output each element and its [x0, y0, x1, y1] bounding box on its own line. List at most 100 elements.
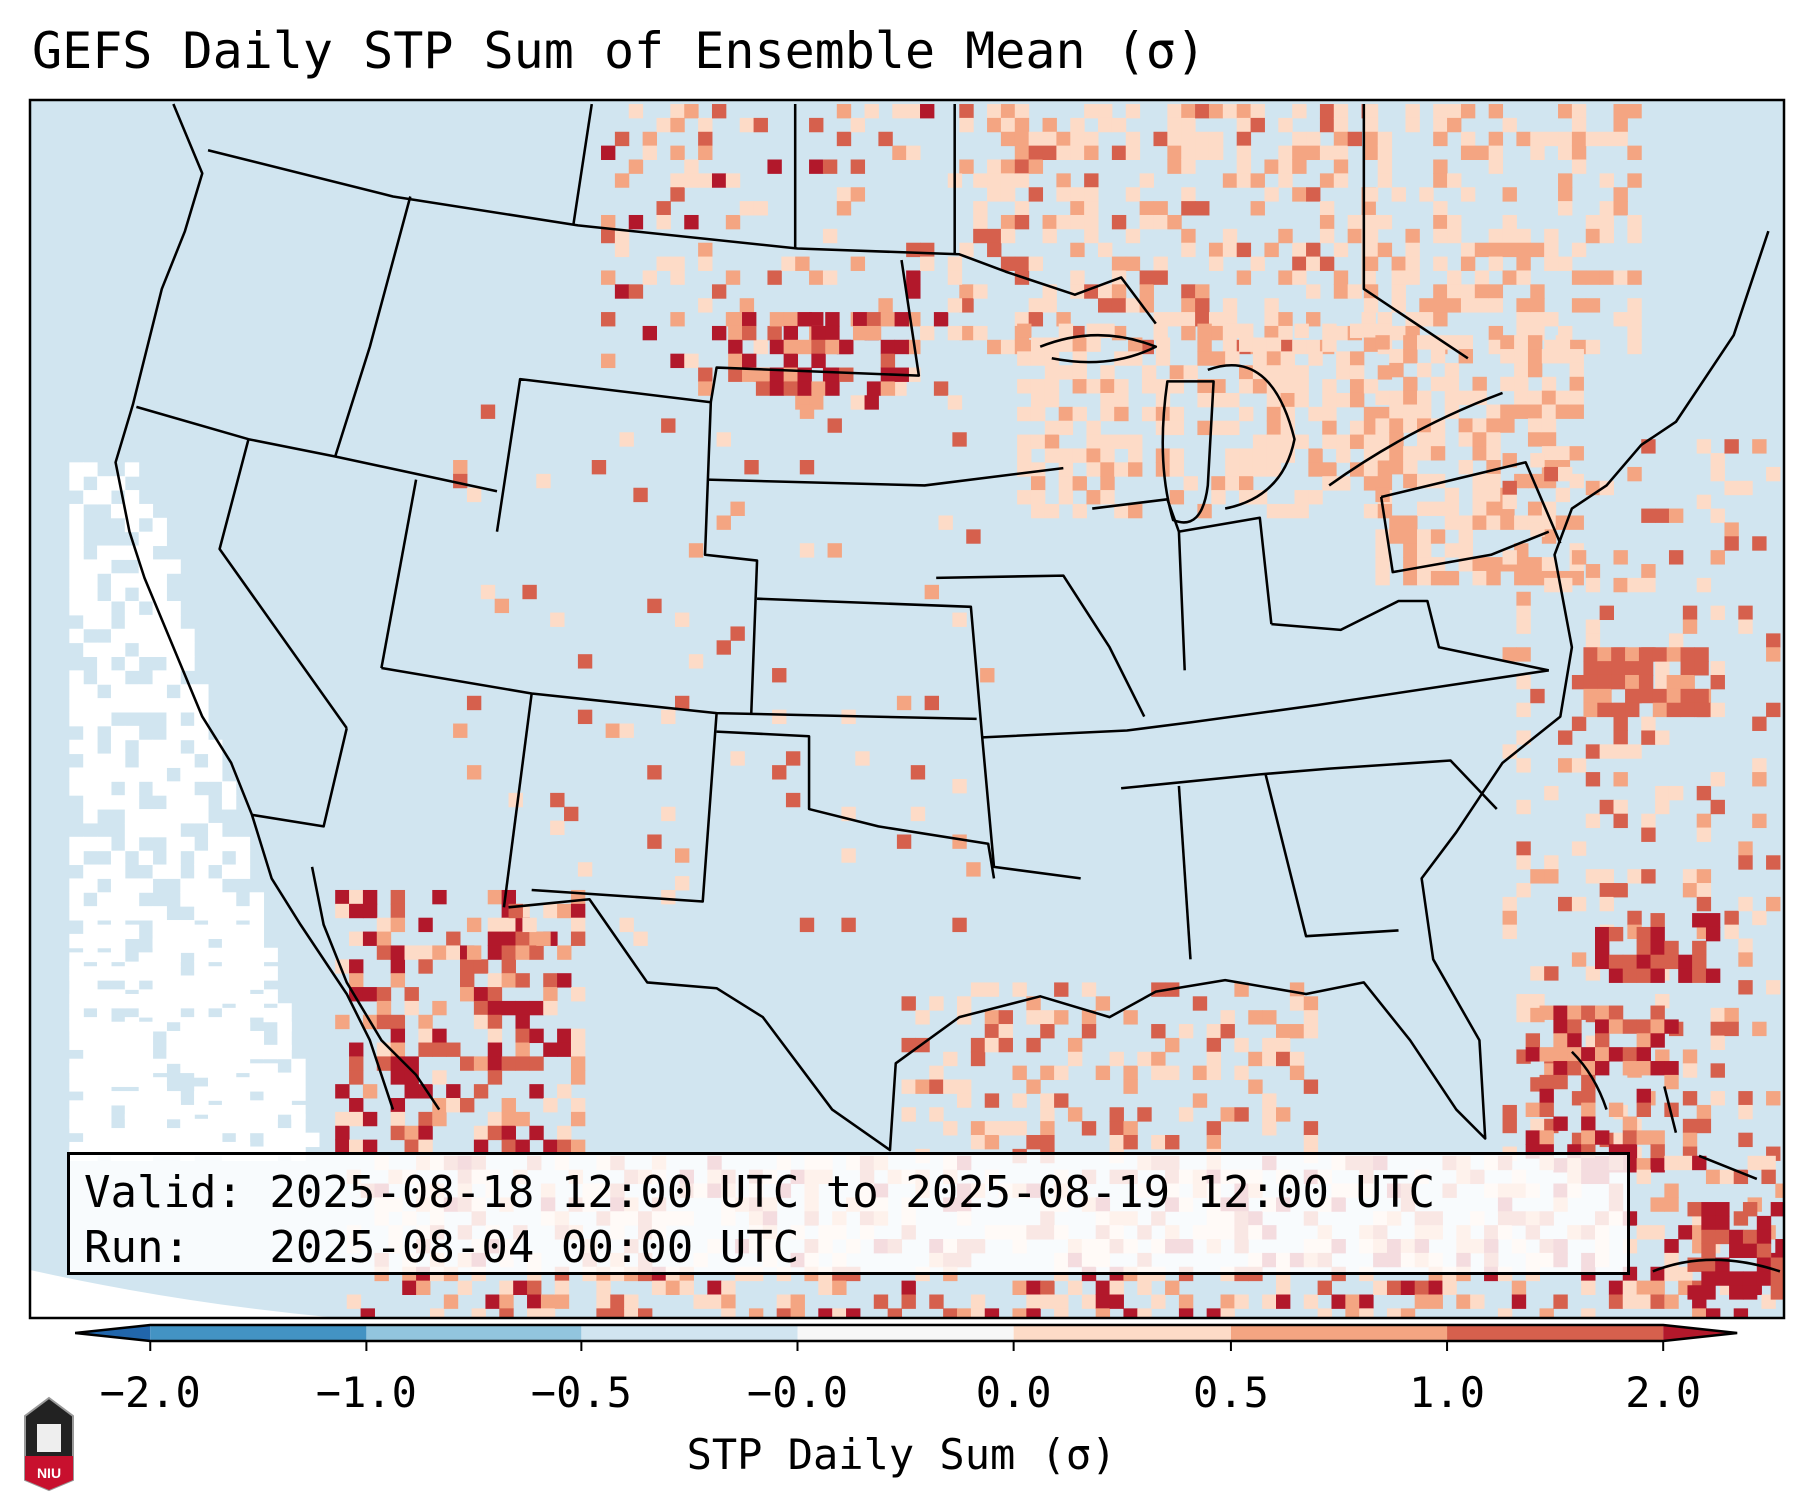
grid-cell [987, 228, 1002, 244]
grid-cell [97, 1132, 112, 1148]
grid-cell [69, 739, 84, 755]
grid-cell [1417, 335, 1432, 350]
grid-cell [1058, 323, 1074, 338]
grid-cell [1444, 515, 1460, 530]
grid-cell [1139, 298, 1154, 313]
grid-cell [1530, 522, 1545, 537]
grid-cell [1608, 926, 1624, 942]
grid-cell [110, 920, 126, 935]
grid-cell [536, 931, 551, 946]
grid-cell [1650, 926, 1665, 942]
grid-cell [901, 1107, 916, 1122]
grid-cell [1000, 339, 1016, 355]
grid-cell [1488, 104, 1504, 119]
grid-cell [596, 1308, 611, 1318]
grid-cell [194, 878, 209, 893]
grid-cell [790, 1308, 805, 1318]
grid-cell [825, 381, 840, 396]
grid-cell [1595, 1033, 1610, 1048]
grid-cell [1585, 131, 1601, 147]
grid-cell [1500, 376, 1515, 392]
grid-cell [1511, 1294, 1527, 1309]
grid-cell [564, 806, 579, 822]
grid-cell [728, 353, 743, 369]
grid-cell [1125, 131, 1141, 147]
grid-cell [1682, 619, 1698, 634]
grid-cell [1303, 1121, 1319, 1136]
grid-cell [335, 1139, 350, 1154]
grid-cell [97, 490, 112, 505]
grid-cell [959, 284, 974, 299]
grid-cell [1514, 390, 1529, 406]
grid-cell [1000, 104, 1016, 119]
grid-cell [839, 367, 854, 382]
grid-cell [124, 781, 140, 796]
grid-cell [1417, 432, 1432, 447]
grid-cell [716, 515, 731, 530]
grid-cell [1014, 256, 1030, 271]
grid-cell [952, 917, 967, 933]
grid-cell [1527, 418, 1543, 433]
grid-cell [850, 395, 866, 410]
grid-cell [1278, 270, 1293, 285]
grid-cell [1072, 351, 1087, 366]
grid-cell [1766, 466, 1781, 482]
grid-cell [642, 325, 657, 341]
grid-cell [97, 670, 112, 685]
grid-cell [1403, 473, 1418, 489]
grid-cell [1169, 490, 1185, 505]
grid-cell [1514, 543, 1529, 558]
grid-cell [924, 584, 940, 600]
grid-cell [716, 640, 731, 655]
grid-cell [1655, 1049, 1670, 1064]
grid-cell [1294, 503, 1309, 519]
grid-cell [1641, 577, 1656, 593]
grid-cell [138, 878, 154, 893]
grid-cell [1058, 337, 1074, 352]
grid-cell [1349, 351, 1365, 366]
grid-cell [1264, 325, 1279, 341]
grid-cell [1000, 214, 1016, 230]
grid-cell [1225, 476, 1240, 491]
grid-cell [1569, 376, 1584, 392]
grid-cell [221, 952, 237, 967]
grid-cell [235, 1077, 251, 1092]
grid-cell [487, 889, 503, 905]
gulf-coast [508, 230, 1770, 1152]
grid-cell [1040, 1093, 1055, 1108]
grid-cell [1710, 453, 1725, 468]
grid-cell [987, 187, 1002, 202]
grid-cell [614, 131, 630, 147]
grid-cell [404, 945, 419, 960]
grid-cell [1680, 688, 1695, 704]
grid-cell [1262, 1121, 1277, 1136]
grid-cell [1710, 702, 1725, 718]
grid-cell [97, 952, 112, 967]
grid-cell [1444, 376, 1460, 392]
grid-cell [674, 612, 690, 627]
grid-cell [208, 980, 223, 995]
grid-cell [1752, 716, 1767, 731]
grid-cell [1234, 1294, 1249, 1309]
grid-cell [1322, 392, 1337, 408]
grid-cell [1696, 827, 1712, 842]
grid-cell [742, 353, 757, 369]
grid-cell [110, 993, 126, 1009]
grid-cell [1236, 145, 1252, 161]
grid-cell [1488, 159, 1504, 174]
grid-cell [1292, 242, 1307, 258]
grid-cell [1516, 1007, 1531, 1023]
grid-cell [97, 795, 112, 810]
grid-cell [1729, 1271, 1744, 1286]
grid-cell [1197, 337, 1212, 352]
grid-cell [1541, 349, 1557, 364]
grid-cell [487, 1111, 503, 1127]
grid-cell [1377, 173, 1393, 188]
grid-cell [1433, 228, 1448, 244]
grid-cell [1403, 376, 1418, 392]
grid-cell [1040, 1134, 1055, 1150]
grid-cell [1017, 351, 1032, 366]
grid-cell [742, 367, 757, 382]
grid-cell [1486, 432, 1501, 447]
grid-cell [1444, 390, 1460, 406]
